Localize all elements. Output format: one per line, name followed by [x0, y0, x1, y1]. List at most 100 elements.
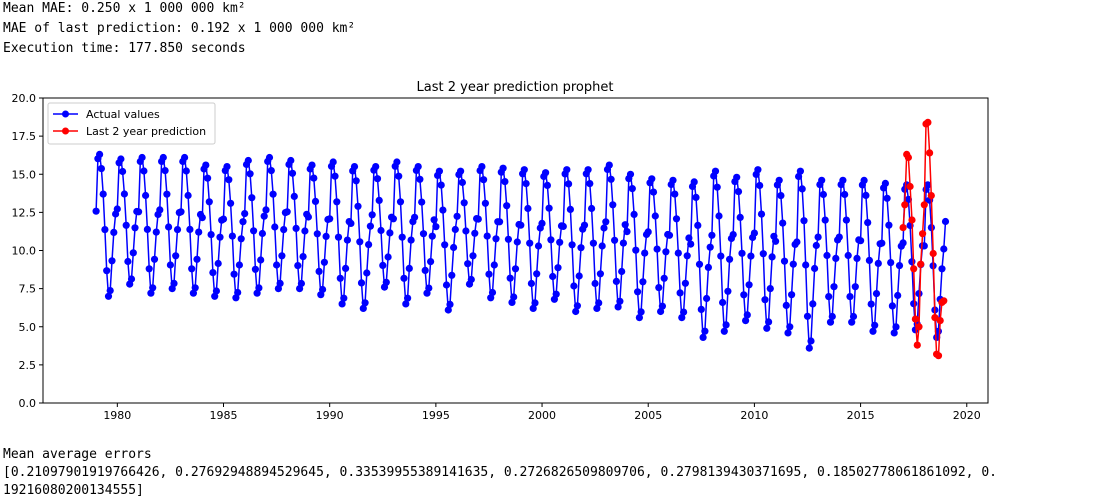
actual-values-point: [450, 243, 458, 252]
actual-values-point: [927, 224, 936, 232]
actual-values-point: [588, 204, 596, 213]
actual-values-point: [793, 238, 801, 246]
actual-values-point: [225, 176, 233, 184]
actual-values-point: [368, 211, 376, 219]
actual-values-point: [207, 231, 215, 239]
actual-values-point: [250, 227, 258, 235]
x-axis: 1980 1985 1990 1995 2000 2005 2010 2015 2020: [103, 403, 981, 422]
actual-values-point: [260, 212, 268, 220]
actual-values-point: [779, 219, 787, 227]
actual-values-point: [621, 221, 629, 229]
actual-values-point: [506, 274, 514, 282]
legend-box: [47, 102, 216, 145]
actual-values-point: [464, 260, 472, 268]
actual-values-point: [830, 283, 838, 291]
actual-values-point: [802, 261, 810, 269]
actual-values-point: [99, 190, 107, 198]
actual-values-point: [878, 239, 886, 247]
x-tick-label: 2020: [953, 409, 981, 422]
actual-values-point: [761, 296, 769, 304]
actual-values-point: [117, 155, 125, 163]
actual-values-point: [304, 213, 312, 221]
prediction-point: [913, 341, 921, 349]
actual-values-point: [451, 225, 459, 234]
actual-values-point: [389, 215, 397, 223]
actual-values-point: [301, 227, 309, 235]
actual-values-point: [915, 290, 923, 298]
actual-values-point: [159, 153, 167, 162]
actual-values-point: [186, 225, 194, 233]
actual-values-point: [416, 175, 424, 183]
actual-values-point: [600, 224, 608, 232]
actual-values-point: [142, 191, 150, 200]
actual-values-point: [593, 304, 601, 312]
actual-values-point: [566, 205, 575, 213]
actual-values-point: [173, 226, 182, 234]
actual-values-point: [398, 233, 406, 241]
actual-values-point: [237, 235, 245, 243]
chart-title: Last 2 year prediction prophet: [417, 80, 614, 95]
actual-values-point: [191, 284, 199, 292]
actual-values-point: [556, 238, 564, 246]
actual-values-point: [214, 259, 222, 268]
prediction-point: [910, 265, 918, 273]
actual-values-point: [511, 265, 520, 273]
actual-values-point: [202, 161, 210, 169]
actual-values-point: [219, 215, 228, 223]
actual-values-point: [766, 285, 774, 293]
x-tick-label: 1985: [210, 409, 238, 422]
actual-values-point: [883, 194, 891, 202]
actual-values-point: [844, 251, 852, 260]
actual-values-point: [803, 312, 812, 320]
actual-values-point: [356, 238, 364, 246]
actual-values-point: [517, 221, 525, 229]
actual-values-point: [124, 257, 132, 266]
actual-values-point: [706, 243, 714, 251]
actual-values-point: [614, 303, 622, 311]
actual-values-point: [350, 163, 359, 171]
actual-values-point: [430, 216, 438, 224]
actual-values-point: [402, 300, 410, 308]
actual-values-point: [435, 167, 443, 175]
actual-values-point: [589, 239, 598, 247]
actual-values-point: [271, 223, 279, 231]
actual-values-point: [347, 219, 355, 227]
actual-values-point: [549, 272, 557, 281]
actual-values-point: [165, 223, 173, 231]
actual-values-point: [228, 232, 236, 240]
actual-values-point: [469, 252, 477, 260]
actual-values-point: [163, 190, 171, 198]
actual-values-point: [483, 232, 491, 240]
actual-values-point: [319, 285, 327, 294]
actual-values-point: [181, 153, 189, 162]
prediction-point: [915, 323, 923, 331]
actual-values-point: [108, 257, 116, 265]
actual-values-point: [273, 261, 281, 269]
actual-values-point: [441, 241, 449, 249]
actual-values-point: [865, 256, 874, 264]
actual-values-point: [104, 292, 113, 300]
actual-values-point: [198, 214, 206, 222]
actual-values-point: [768, 253, 776, 261]
actual-values-point: [384, 253, 392, 261]
actual-values-point: [488, 288, 497, 297]
actual-values-point: [308, 161, 316, 169]
actual-values-point: [299, 253, 307, 261]
actual-values-point: [618, 267, 626, 276]
actual-values-point: [103, 267, 111, 275]
chart: Last 2 year prediction prophet 1980 1985 1…: [12, 80, 989, 422]
actual-values-point: [867, 300, 875, 308]
actual-values-point: [872, 290, 881, 298]
plot-area: [92, 118, 950, 360]
x-tick-label: 1990: [316, 409, 344, 422]
actual-values-point: [101, 226, 109, 234]
actual-values-point: [740, 291, 748, 299]
actual-values-point: [662, 248, 670, 256]
actual-values-point: [503, 202, 511, 210]
actual-values-point: [393, 158, 401, 166]
actual-values-point: [184, 191, 192, 200]
actual-values-point: [644, 228, 652, 236]
actual-values-point: [678, 314, 686, 322]
actual-values-point: [496, 218, 504, 226]
last-mae-text: MAE of last prediction: 0.192 x 1 000 00…: [3, 21, 356, 36]
